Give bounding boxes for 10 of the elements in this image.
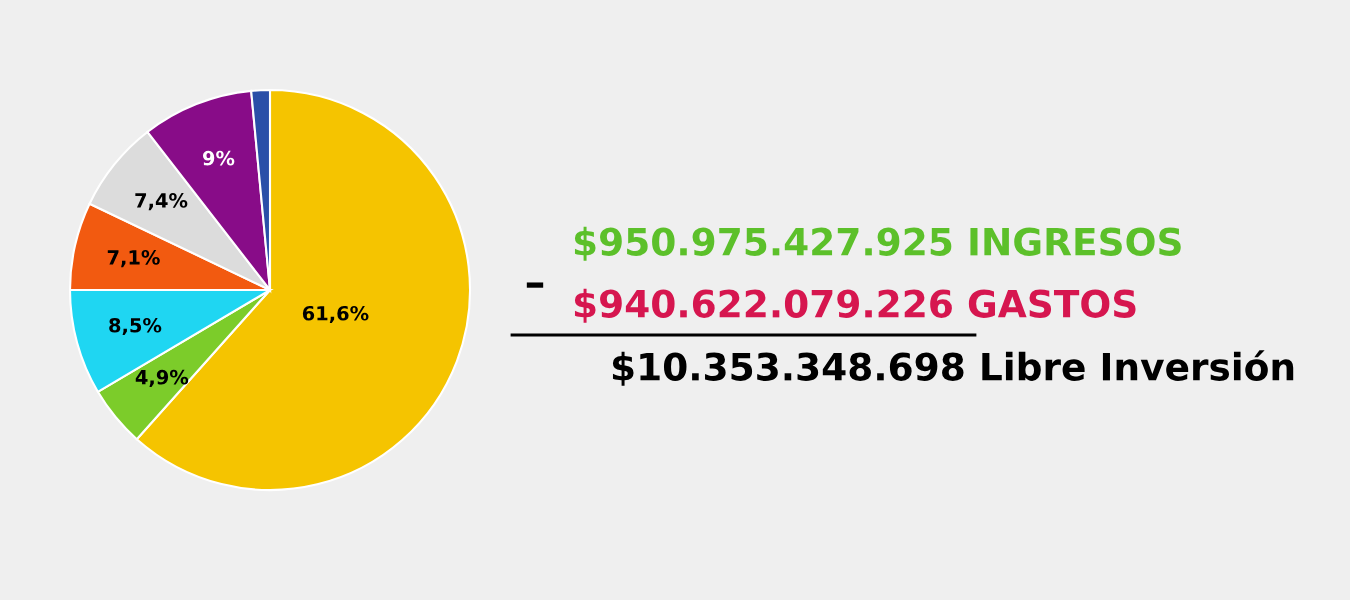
text: $10.353.348.698 Libre Inversión — [612, 350, 1294, 386]
data-label: 61,6% — [302, 305, 369, 324]
text: $940.622.079.226 GASTOS — [574, 288, 1136, 323]
data-label: 7,4% — [135, 193, 188, 211]
data-label: 9% — [202, 150, 235, 166]
data-label: 4,9% — [135, 369, 189, 388]
data-label: 8,5% — [109, 317, 162, 336]
text: $950.975.427.925 INGRESOS — [574, 226, 1181, 261]
data-label: 7,1% — [107, 249, 160, 268]
text: – — [526, 282, 544, 288]
